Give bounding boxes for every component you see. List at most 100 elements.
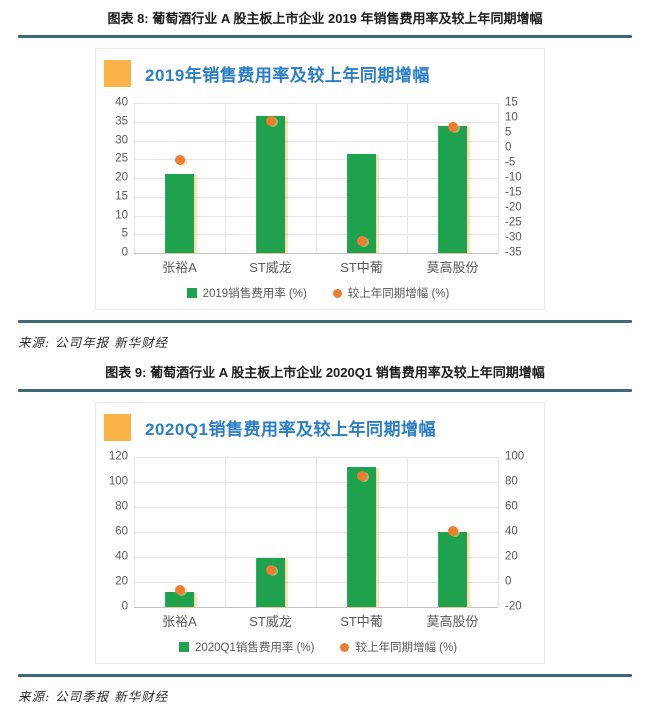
bar-莫高股份 [437,532,468,607]
plot-area [134,103,499,254]
y-axis-right-tick: 80 [505,475,518,488]
y-axis-left-tick: 40 [115,96,128,109]
category-label: 张裕A [162,260,197,275]
category-label: ST中葡 [340,614,383,629]
y-axis-right-tick: -20 [505,201,522,214]
legend-label: 较上年同期增幅 (%) [355,642,458,654]
bar-ST中葡 [346,467,377,607]
bar-张裕A [164,592,195,607]
report-page: 图表 8: 葡萄酒行业 A 股主板上市企业 2019 年销售费用率及较上年同期增… [0,10,650,705]
y-axis-left-tick: 120 [108,450,128,463]
plot-area [134,457,499,608]
gridline-vertical [407,457,408,607]
dot-marker-张裕A [174,155,185,165]
chart-legend: 2019销售费用率 (%) 较上年同期增幅 (%) [104,285,532,301]
y-axis-left-tick: 20 [115,575,128,588]
y-axis-right-tick: 60 [505,500,518,513]
dot-marker-ST中葡 [356,236,367,246]
chart-title: 2019年销售费用率及较上年同期增幅 [145,66,430,85]
legend-item: 较上年同期增幅 (%) [332,285,450,301]
gridline-vertical [225,457,226,607]
category-label: ST中葡 [340,260,383,275]
divider-rule-top-1 [18,35,632,38]
y-axis-right: -20 0 20 40 60 80 100 [498,451,532,612]
y-axis-right-tick: 20 [505,550,518,563]
legend-square-swatch-icon [186,288,197,298]
legend-label: 较上年同期增幅 (%) [347,288,450,300]
dot-marker-ST威龙 [265,116,276,126]
y-axis-right-tick: -5 [505,156,516,169]
y-axis-left-tick: 5 [121,227,128,240]
legend-square-swatch-icon [178,642,189,652]
divider-rule-bottom-2 [18,674,632,677]
gridline-horizontal [134,253,498,254]
category-label: ST威龙 [249,260,292,275]
chart-header: 2020Q1销售费用率及较上年同期增幅 [104,414,532,441]
y-axis-left-tick: 100 [108,475,128,488]
y-axis-right-tick: -20 [505,600,522,613]
y-axis-right-tick: -35 [505,246,522,259]
category-label: 张裕A [162,614,197,629]
chart-title: 2020Q1销售费用率及较上年同期增幅 [145,420,436,439]
gridline-vertical [498,457,499,607]
category-label: 莫高股份 [426,614,479,629]
legend-label: 2019销售费用率 (%) [202,288,307,300]
y-axis-right-tick: -15 [505,186,522,199]
y-axis-right-tick: 0 [505,141,512,154]
y-axis-left-tick: 30 [115,133,128,146]
y-axis-right-tick: 0 [505,575,512,588]
legend-item: 较上年同期增幅 (%) [340,639,457,655]
dot-marker-张裕A [174,584,185,595]
bar-莫高股份 [437,125,468,253]
gridline-vertical [134,103,135,253]
y-axis-right-tick: -30 [505,231,522,244]
x-axis-categories: 张裕A ST威龙 ST中葡 莫高股份 [104,613,532,631]
chart-legend: 2020Q1销售费用率 (%) 较上年同期增幅 (%) [104,639,532,655]
dot-marker-ST威龙 [265,564,276,575]
chart-card-2020q1: 2020Q1销售费用率及较上年同期增幅 0 20 40 60 80 100 120 -20 0… [95,402,545,664]
y-axis-left: 0 20 40 60 80 100 120 [104,451,134,612]
y-axis-left-tick: 35 [115,115,128,127]
y-axis-left-tick: 20 [115,171,128,184]
divider-rule-bottom-1 [18,320,632,323]
y-axis-left-tick: 40 [115,550,128,563]
legend-dot-swatch-icon [340,642,350,652]
divider-rule-top-2 [18,389,632,392]
figure9-caption: 图表 9: 葡萄酒行业 A 股主板上市企业 2020Q1 销售费用率及较上年同期… [105,365,545,380]
legend-item: 2020Q1销售费用率 (%) [178,639,315,655]
legend-item: 2019销售费用率 (%) [186,285,307,301]
source-line-1: 来源: 公司年报 新华财经 [18,335,169,350]
dot-marker-ST中葡 [356,470,367,481]
y-axis-left-tick: 60 [115,525,128,538]
dot-marker-莫高股份 [447,122,458,132]
chart-header: 2019年销售费用率及较上年同期增幅 [104,60,532,87]
y-axis-right: -35 -30 -25 -20 -15 -10 -5 0 5 10 15 [498,97,532,258]
source-line-2: 来源: 公司季报 新华财经 [18,689,169,704]
y-axis-right-tick: 10 [505,111,518,124]
gridline-vertical [225,103,226,253]
y-axis-left-tick: 15 [115,190,128,202]
gridline-vertical [134,457,135,607]
category-label: ST威龙 [249,614,292,629]
accent-square-icon [104,414,131,441]
y-axis-left-tick: 0 [121,246,128,259]
chart-plot-row: 0 5 10 15 20 25 30 35 40 -35 -30 -25 -20 -15 -10 -5 0 5 1… [104,97,532,258]
y-axis-left-tick: 25 [115,152,128,165]
category-label: 莫高股份 [426,260,479,275]
y-axis-left-tick: 10 [115,208,128,221]
bar-张裕A [164,174,195,253]
chart-plot-row: 0 20 40 60 80 100 120 -20 0 20 40 60 80 100 [104,451,532,612]
gridline-horizontal [134,607,498,608]
figure8-caption: 图表 8: 葡萄酒行业 A 股主板上市企业 2019 年销售费用率及较上年同期增… [107,11,543,26]
bar-ST威龙 [255,116,286,253]
y-axis-right-tick: -25 [505,216,522,229]
y-axis-right-tick: 5 [505,126,512,139]
gridline-vertical [316,457,317,607]
gridline-vertical [316,103,317,253]
y-axis-right-tick: -10 [505,171,522,184]
chart-card-2019: 2019年销售费用率及较上年同期增幅 0 5 10 15 20 25 30 35 40 -35 -… [95,48,545,310]
legend-dot-swatch-icon [332,288,342,298]
gridline-vertical [498,103,499,253]
accent-square-icon [104,60,131,87]
legend-label: 2020Q1销售费用率 (%) [194,642,315,654]
